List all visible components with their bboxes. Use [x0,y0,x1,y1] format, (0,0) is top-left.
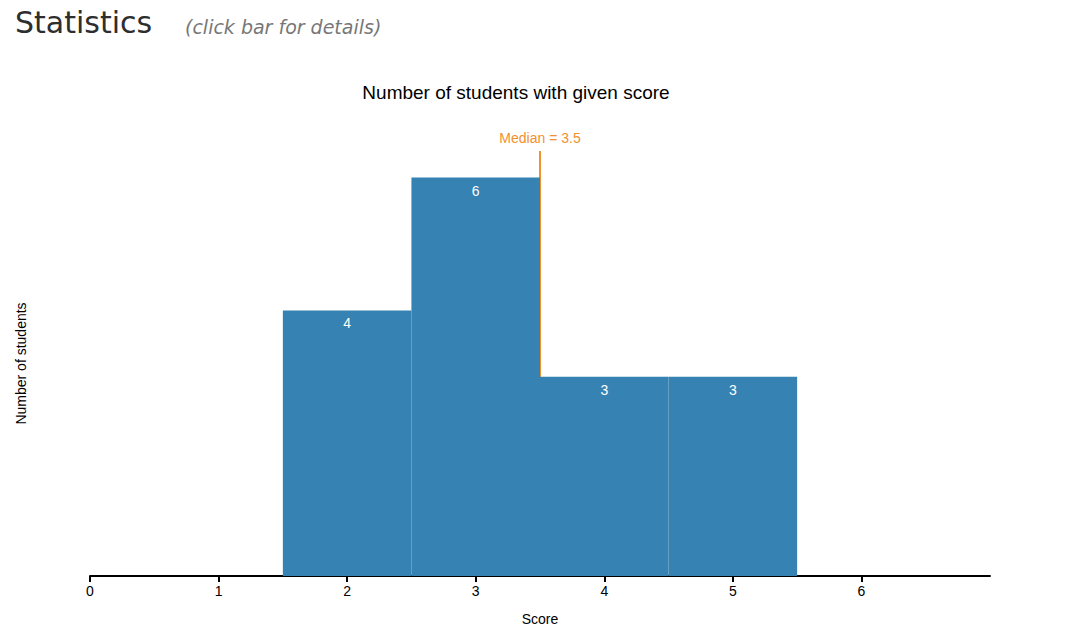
svg-text:Median = 3.5: Median = 3.5 [499,130,581,146]
svg-text:3: 3 [729,382,737,398]
svg-text:4: 4 [343,315,351,331]
svg-text:4: 4 [600,583,608,599]
svg-text:5: 5 [729,583,737,599]
svg-text:6: 6 [858,583,866,599]
svg-text:Number of students: Number of students [13,302,29,424]
svg-text:(click bar for details): (click bar for details) [185,16,381,38]
svg-text:Statistics: Statistics [15,5,152,40]
svg-text:Number of students with given: Number of students with given score [362,82,669,103]
svg-text:3: 3 [600,382,608,398]
svg-text:Score: Score [522,611,559,627]
svg-text:2: 2 [343,583,351,599]
svg-text:0: 0 [86,583,94,599]
svg-text:3: 3 [472,583,480,599]
svg-text:6: 6 [472,183,480,199]
svg-text:1: 1 [215,583,223,599]
